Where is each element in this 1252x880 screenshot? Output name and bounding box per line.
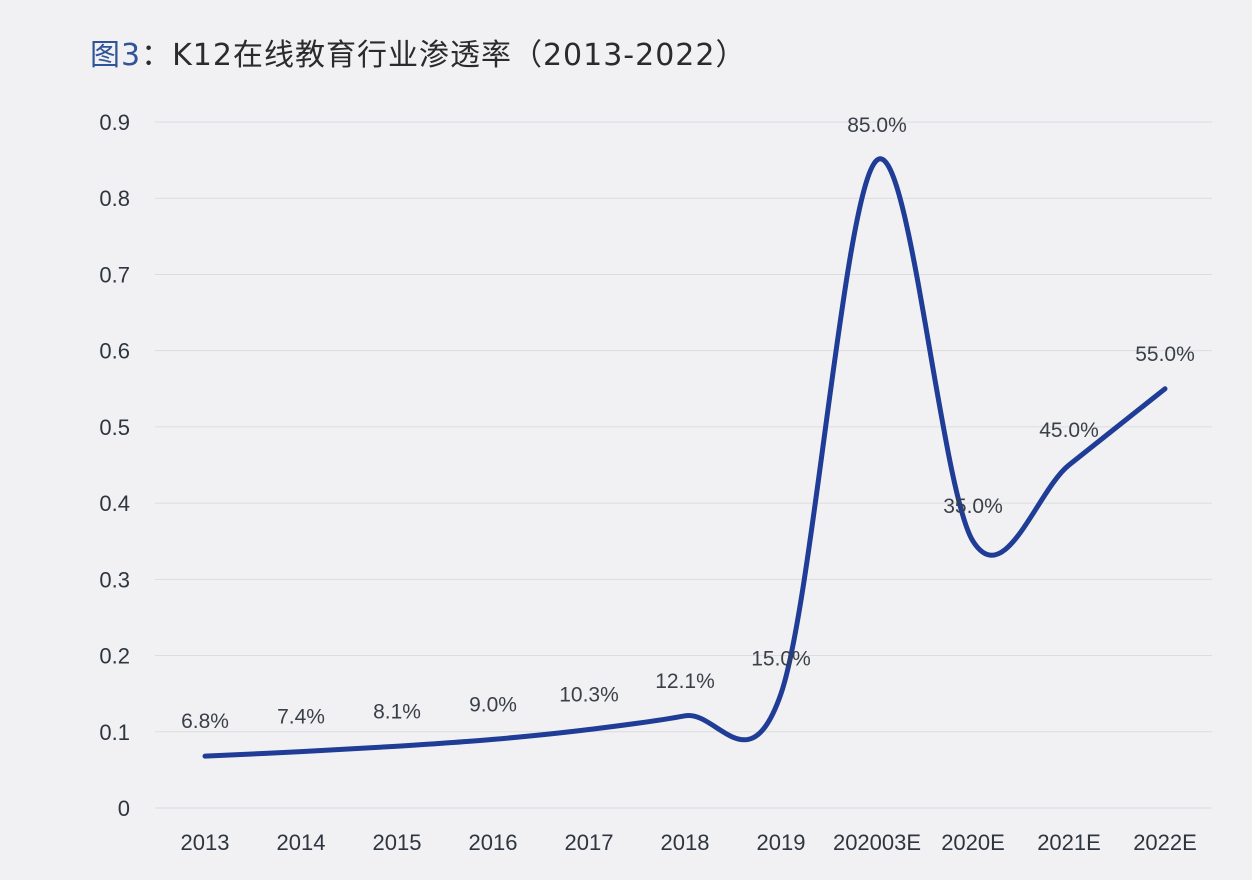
y-tick-label: 0.5 (99, 415, 130, 440)
y-tick-label: 0.7 (99, 262, 130, 287)
y-tick-label: 0.6 (99, 339, 130, 364)
data-label: 45.0% (1039, 419, 1099, 442)
figure-number: 图3 (90, 38, 142, 73)
data-label: 85.0% (847, 114, 907, 137)
data-label: 6.8% (181, 710, 229, 733)
data-label: 7.4% (277, 706, 325, 729)
x-tick-label: 2015 (373, 830, 422, 855)
data-label: 10.3% (559, 683, 619, 706)
x-tick-label: 2022E (1133, 830, 1197, 855)
x-axis-ticks: 2013 2014 2015 2016 2017 2018 2019 202003E 2020E… (181, 830, 1197, 855)
y-tick-label: 0.4 (99, 491, 130, 516)
gridlines (155, 121, 1212, 809)
x-tick-label: 2021E (1037, 830, 1101, 855)
x-tick-label: 2020E (941, 830, 1005, 855)
x-tick-label: 2016 (469, 830, 518, 855)
y-tick-label: 0.8 (99, 186, 130, 211)
title-text: ：K12在线教育行业渗透率（2013-2022） (141, 38, 747, 73)
data-label: 8.1% (373, 700, 421, 723)
y-tick-label: 0.9 (99, 110, 130, 135)
data-label: 15.0% (751, 648, 811, 671)
x-tick-label: 2013 (181, 830, 230, 855)
x-tick-label: 2014 (277, 830, 326, 855)
chart-title: 图3：K12在线教育行业渗透率（2013-2022） (90, 30, 746, 74)
data-label: 55.0% (1135, 343, 1195, 366)
data-label: 12.1% (655, 670, 715, 693)
y-tick-label: 0.1 (99, 720, 130, 745)
data-labels: 6.8% 7.4% 8.1% 9.0% 10.3% 12.1% 15.0% 85.0% 35.0… (181, 114, 1195, 733)
y-tick-label: 0.3 (99, 567, 130, 592)
x-tick-label: 2018 (661, 830, 710, 855)
y-axis-ticks: 0 0.1 0.2 0.3 0.4 0.5 0.6 0.7 0.8 0.9 (99, 110, 130, 821)
x-tick-label: 202003E (833, 830, 921, 855)
data-label: 9.0% (469, 693, 517, 716)
data-label: 35.0% (943, 495, 1003, 518)
x-tick-label: 2019 (757, 830, 806, 855)
y-tick-label: 0.2 (99, 644, 130, 669)
series-line (202, 156, 1168, 759)
y-tick-label: 0 (118, 796, 130, 821)
x-tick-label: 2017 (565, 830, 614, 855)
